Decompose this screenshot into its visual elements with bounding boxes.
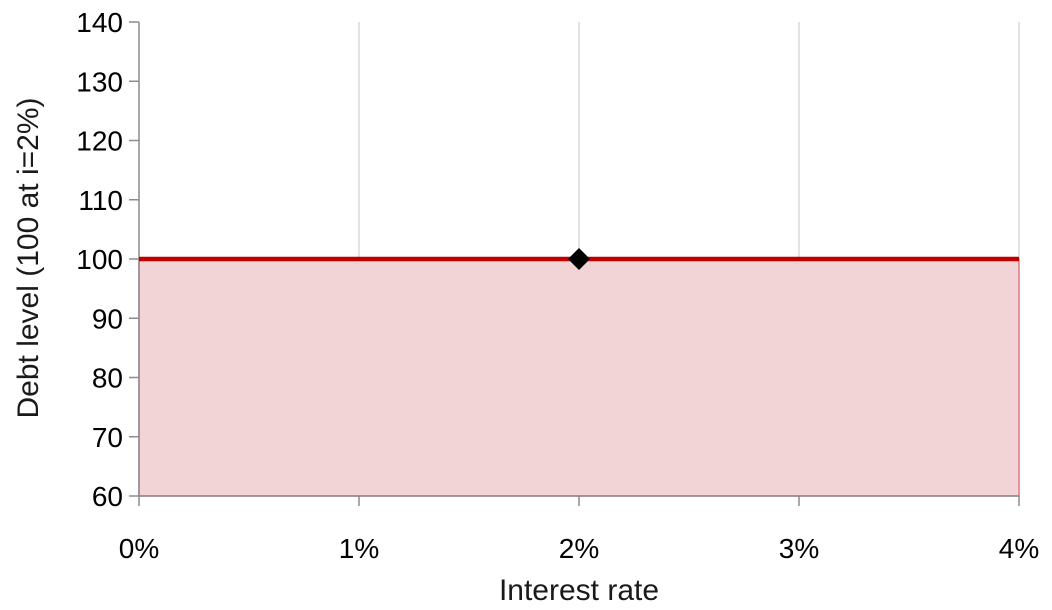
x-tick-label: 0% [119,533,159,564]
x-axis-title: Interest rate [499,574,659,607]
y-tick-label: 120 [76,126,123,157]
y-tick-label: 110 [78,185,123,216]
y-tick-labels: 60 70 80 90 100 110 120 130 140 [76,7,123,512]
area-fill [138,258,1020,497]
y-tick-label: 70 [92,422,123,453]
y-tick-label: 60 [92,481,123,512]
x-tick-labels: 0% 1% 2% 3% 4% [119,533,1039,564]
y-tick-label: 80 [92,363,123,394]
y-axis-title: Debt level (100 at i=2%) [12,97,45,418]
x-tick-label: 4% [999,533,1039,564]
x-tick-label: 1% [339,533,379,564]
area-layer [138,258,1020,497]
x-tick-label: 3% [779,533,819,564]
diamond-marker [568,248,590,270]
y-tick-label: 130 [76,66,123,97]
y-tick-label: 90 [92,303,123,334]
marker-layer [568,248,590,270]
x-tick-label: 2% [559,533,599,564]
y-tick-label: 100 [76,244,123,275]
y-tick-label: 140 [76,7,123,38]
